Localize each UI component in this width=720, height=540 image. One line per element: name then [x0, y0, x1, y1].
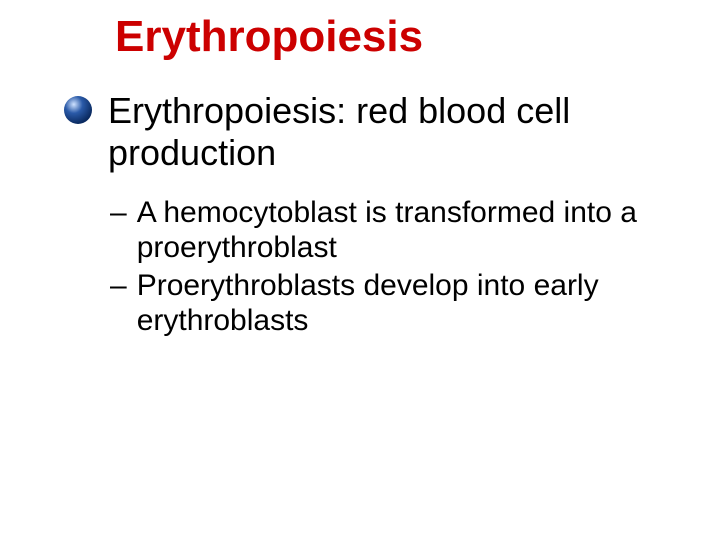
sub-bullet-text: Proerythroblasts develop into early eryt…	[137, 268, 670, 339]
dash-icon: –	[110, 195, 127, 231]
sub-bullet-list: – A hemocytoblast is transformed into a …	[110, 195, 670, 341]
main-bullet-row: Erythropoiesis: red blood cell productio…	[62, 90, 660, 175]
sub-bullet-item: – A hemocytoblast is transformed into a …	[110, 195, 670, 266]
sphere-bullet-icon	[62, 94, 94, 126]
sub-bullet-item: – Proerythroblasts develop into early er…	[110, 268, 670, 339]
main-bullet-text: Erythropoiesis: red blood cell productio…	[108, 90, 660, 175]
slide: Erythropoiesis Erythropoiesis: red blood…	[0, 0, 720, 540]
slide-title: Erythropoiesis	[115, 12, 423, 62]
sub-bullet-text: A hemocytoblast is transformed into a pr…	[137, 195, 670, 266]
dash-icon: –	[110, 268, 127, 304]
